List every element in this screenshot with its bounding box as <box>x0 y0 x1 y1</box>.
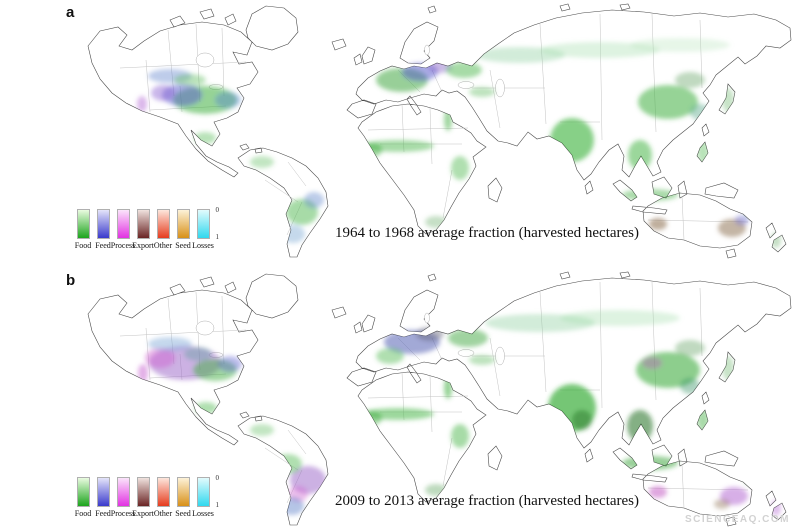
legend-item-feed: Feed <box>95 209 111 250</box>
legend-colorbar-losses <box>196 209 210 239</box>
legend-colorbar-export <box>136 477 150 507</box>
legend-item-other: Other <box>153 209 173 250</box>
legend-label: Losses <box>192 241 214 250</box>
legend-scale-top: 0 <box>215 474 220 482</box>
legend-scale-bottom: 1 <box>215 233 220 241</box>
legend-label: Process <box>110 509 136 518</box>
world-map-2009-2013 <box>87 271 792 527</box>
map-caption-b: 2009 to 2013 average fraction (harvested… <box>334 493 640 509</box>
legend-colorbar-export <box>136 209 150 239</box>
legend-item-export: Export <box>132 209 154 250</box>
legend-label: Seed <box>175 241 191 250</box>
legend-colorbar-feed <box>96 477 110 507</box>
legend-item-food: Food <box>74 209 92 250</box>
panel-b-label: b <box>66 272 76 289</box>
world-map-1964-1968 <box>87 3 792 259</box>
legend-label: Feed <box>95 241 111 250</box>
legend-scale-bottom: 1 <box>215 501 220 509</box>
legend-label: Losses <box>192 509 214 518</box>
figure-panel-b: b <box>0 268 800 530</box>
legend-item-seed: Seed <box>175 209 191 250</box>
legend-colorbar-process <box>116 209 130 239</box>
legend-colorbar-seed <box>176 477 190 507</box>
legend-colorbar-other <box>156 477 170 507</box>
legend-colorbar-other <box>156 209 170 239</box>
panel-a-label: a <box>66 4 75 21</box>
legend-colorbar-food <box>76 209 90 239</box>
legend-label: Feed <box>95 509 111 518</box>
legend-colorbar-process <box>116 477 130 507</box>
legend-label: Food <box>74 241 92 250</box>
legend-colorbar-feed <box>96 209 110 239</box>
legend-item-other: Other <box>153 477 173 518</box>
legend-item-losses: Losses <box>192 209 214 250</box>
crop-fraction-overlay-a <box>137 38 781 248</box>
legend-label: Other <box>153 509 173 518</box>
legend-colorbar-seed <box>176 209 190 239</box>
legend-label: Export <box>132 509 154 518</box>
map-caption-a: 1964 to 1968 average fraction (harvested… <box>334 225 640 241</box>
legend-item-feed: Feed <box>95 477 111 518</box>
legend-item-export: Export <box>132 477 154 518</box>
legend-item-seed: Seed <box>175 477 191 518</box>
legend-item-food: Food <box>74 477 92 518</box>
legend-item-process: Process <box>111 477 135 518</box>
legend-label: Other <box>153 241 173 250</box>
legend-a: Food Feed Process Export Other Seed Losses 0 1 <box>74 206 219 250</box>
figure-panel-a: a <box>0 0 800 262</box>
legend-label: Seed <box>175 509 191 518</box>
legend-label: Export <box>132 241 154 250</box>
legend-colorbar-losses <box>196 477 210 507</box>
legend-b: Food Feed Process Export Other Seed Losses 0 1 <box>74 474 219 518</box>
legend-colorbar-food <box>76 477 90 507</box>
legend-item-process: Process <box>111 209 135 250</box>
watermark: SCIENCEAQ.COM <box>684 514 790 525</box>
legend-scale-top: 0 <box>215 206 220 214</box>
legend-item-losses: Losses <box>192 477 214 518</box>
legend-label: Process <box>110 241 136 250</box>
legend-label: Food <box>74 509 92 518</box>
